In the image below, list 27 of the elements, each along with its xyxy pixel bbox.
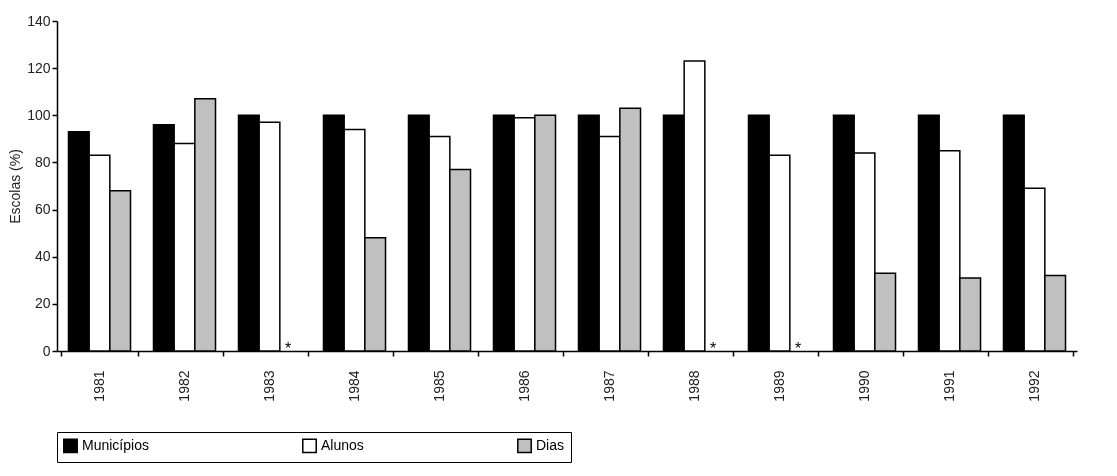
x-tick-label: 1984: [346, 370, 362, 402]
x-tick-label: 1983: [261, 370, 277, 402]
y-tick-label: 20: [34, 295, 51, 312]
x-tick-label: 1987: [601, 370, 617, 402]
annotation: *: [710, 340, 717, 357]
y-tick-label: 80: [34, 153, 51, 170]
y-tick-label: 40: [34, 248, 51, 265]
legend-label: Alunos: [321, 436, 364, 453]
y-tick-label: 0: [42, 342, 51, 359]
y-tick-label: 120: [27, 59, 51, 76]
x-tick-label: 1990: [856, 370, 872, 402]
annotation: *: [795, 340, 802, 357]
annotation: *: [285, 340, 292, 357]
y-tick-label: 140: [27, 12, 51, 29]
x-tick-label: 1985: [431, 370, 447, 402]
y-tick-label: 60: [34, 201, 51, 218]
x-tick-label: 1986: [516, 370, 532, 402]
x-tick-label: 1981: [91, 370, 107, 402]
x-tick-label: 1992: [1026, 370, 1042, 402]
x-tick-label: 1991: [941, 370, 957, 402]
y-tick-label: 100: [27, 106, 51, 123]
legend-label: Municípios: [82, 436, 149, 453]
y-axis-title: Escolas (%): [7, 149, 24, 224]
x-tick-label: 1989: [771, 370, 787, 402]
legend-label: Dias: [536, 436, 565, 453]
x-tick-label: 1988: [686, 370, 702, 402]
x-tick-label: 1982: [176, 370, 192, 402]
